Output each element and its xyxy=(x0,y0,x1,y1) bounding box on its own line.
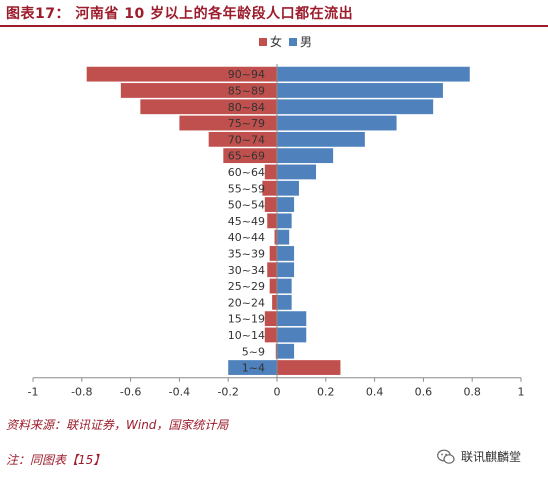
bar-male-15~19 xyxy=(277,311,307,327)
bar-male-60~64 xyxy=(277,164,317,180)
bar-female-60~64 xyxy=(264,164,277,180)
category-label: 25~29 xyxy=(228,280,265,293)
category-label: 20~24 xyxy=(228,296,265,309)
bar-male-65~69 xyxy=(277,148,334,164)
category-label: 30~34 xyxy=(228,264,265,277)
bar-male-45~49 xyxy=(277,213,292,229)
bar-male-80~84 xyxy=(277,99,434,115)
bar-male-55~59 xyxy=(277,180,299,196)
bar-female-5~9 xyxy=(275,343,277,359)
bar-male-70~74 xyxy=(277,131,365,147)
bar-female-85~89 xyxy=(120,83,277,98)
category-label: 55~59 xyxy=(228,182,265,195)
x-tick-label: 0.8 xyxy=(463,386,481,399)
population-pyramid-chart: 女男 -1 -0.8 -0.6 -0.4 -0.2 0 0.2 0.4 0.6 0.8 1 90~9… xyxy=(28,34,525,399)
bar-female-75~79 xyxy=(179,115,277,131)
bar-female-20~24 xyxy=(272,294,277,310)
watermark: 联讯麒麟堂 xyxy=(437,448,521,465)
chart-title: 图表17： 河南省 10 岁以上的各年龄段人口都在流出 xyxy=(6,6,354,22)
category-label: 70~74 xyxy=(228,133,265,146)
category-label: 40~44 xyxy=(228,231,265,244)
footnote: 注：同图表【15】 xyxy=(6,453,106,467)
x-tick-label: 0.6 xyxy=(415,386,433,399)
x-tick-label: 0 xyxy=(274,386,281,399)
bar-male-25~29 xyxy=(277,278,292,294)
category-label: 15~19 xyxy=(228,313,265,326)
source-note: 资料来源：联讯证券，Wind，国家统计局 xyxy=(6,418,229,432)
category-label: 1~4 xyxy=(242,362,265,375)
legend-swatch-1 xyxy=(259,38,267,46)
legend-swatch-2 xyxy=(289,38,297,46)
category-label: 10~14 xyxy=(228,329,265,342)
bar-female-15~19 xyxy=(264,311,277,327)
category-labels: 90~94 85~89 80~84 75~79 70~74 65~69 60~64 55~59… xyxy=(228,68,265,374)
bar-female-65~69 xyxy=(223,148,277,164)
bar-male-1~4 xyxy=(228,360,277,375)
bar-female-10~14 xyxy=(264,327,277,343)
bars-group xyxy=(86,66,470,375)
category-label: 75~79 xyxy=(228,117,265,130)
x-tick-label: -0.8 xyxy=(71,386,92,399)
category-label: 50~54 xyxy=(228,199,265,212)
bar-male-5~9 xyxy=(277,343,295,359)
bar-female-70~74 xyxy=(208,131,277,147)
bar-male-10~14 xyxy=(277,327,307,343)
bar-female-80~84 xyxy=(140,99,277,115)
category-label: 90~94 xyxy=(228,68,265,81)
bar-female-1~4 xyxy=(277,360,341,375)
bar-female-35~39 xyxy=(269,246,277,261)
bar-female-90~94 xyxy=(86,66,278,82)
watermark-label: 联讯麒麟堂 xyxy=(461,450,522,464)
x-tick-label: -0.6 xyxy=(120,386,141,399)
wechat-icon xyxy=(437,449,455,464)
category-label: 85~89 xyxy=(228,84,265,97)
bar-male-35~39 xyxy=(277,246,295,261)
bar-male-50~54 xyxy=(277,197,295,212)
x-tick-label: -0.4 xyxy=(169,386,190,399)
category-label: 65~69 xyxy=(228,150,265,163)
x-tick-label: 0.2 xyxy=(317,386,335,399)
category-label: 60~64 xyxy=(228,166,265,179)
category-label: 5~9 xyxy=(242,345,265,358)
category-label: 45~49 xyxy=(228,215,265,228)
bar-male-85~89 xyxy=(277,83,443,98)
x-tick-label: 0.4 xyxy=(366,386,384,399)
bar-male-40~44 xyxy=(277,229,290,245)
category-label: 35~39 xyxy=(228,247,265,260)
legend-label-1: 女 xyxy=(270,34,282,49)
x-tick-label: 1 xyxy=(518,386,525,399)
bar-female-40~44 xyxy=(274,229,277,245)
bar-female-45~49 xyxy=(267,213,277,229)
bar-female-55~59 xyxy=(262,180,277,196)
x-tick-label: -1 xyxy=(28,386,39,399)
bar-male-30~34 xyxy=(277,262,295,278)
bar-male-90~94 xyxy=(277,66,470,82)
bar-female-50~54 xyxy=(264,197,277,212)
bar-female-25~29 xyxy=(269,278,277,294)
chart-legend: 女男 xyxy=(259,34,312,49)
x-axis: -1 -0.8 -0.6 -0.4 -0.2 0 0.2 0.4 0.6 0.8 1 xyxy=(28,64,525,399)
bar-male-75~79 xyxy=(277,115,397,131)
bar-female-30~34 xyxy=(267,262,277,278)
legend-label-2: 男 xyxy=(300,35,312,49)
category-label: 80~84 xyxy=(228,101,265,114)
title-divider xyxy=(0,25,548,27)
x-tick-label: -0.2 xyxy=(217,386,238,399)
bar-male-20~24 xyxy=(277,294,292,310)
